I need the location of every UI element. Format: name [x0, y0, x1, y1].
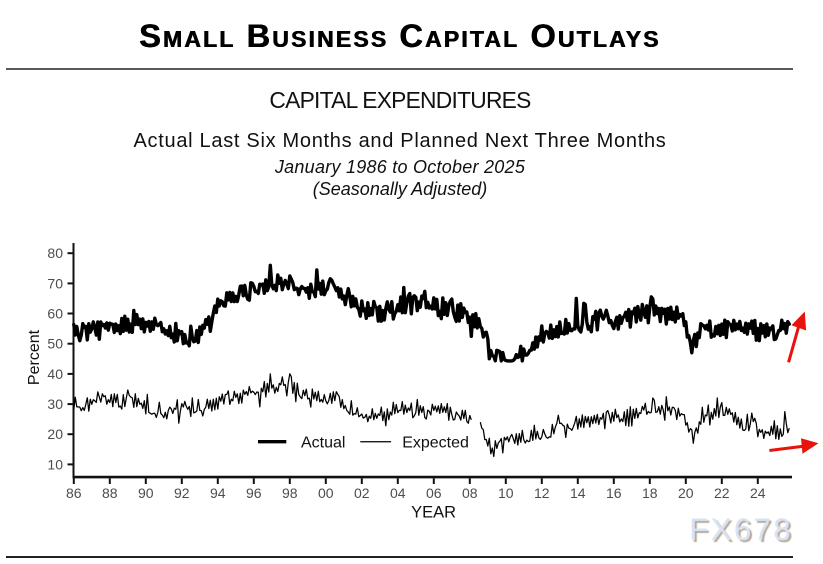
svg-text:12: 12 [534, 485, 550, 501]
svg-text:10: 10 [498, 485, 514, 501]
svg-text:98: 98 [282, 485, 298, 501]
svg-text:90: 90 [138, 485, 154, 501]
svg-text:70: 70 [47, 275, 63, 291]
svg-text:YEAR: YEAR [411, 504, 456, 522]
svg-text:94: 94 [210, 485, 226, 501]
svg-text:60: 60 [47, 305, 63, 321]
svg-text:50: 50 [47, 336, 63, 352]
svg-text:30: 30 [47, 396, 63, 412]
svg-text:86: 86 [66, 485, 82, 501]
svg-text:Percent: Percent [26, 329, 43, 385]
svg-text:92: 92 [174, 485, 190, 501]
svg-text:00: 00 [318, 485, 334, 501]
svg-text:16: 16 [606, 485, 622, 501]
svg-text:10: 10 [47, 456, 63, 472]
svg-text:Expected: Expected [402, 434, 469, 451]
svg-text:Actual: Actual [301, 434, 345, 451]
svg-text:88: 88 [102, 485, 118, 501]
svg-text:20: 20 [47, 426, 63, 442]
svg-text:06: 06 [426, 485, 442, 501]
svg-text:14: 14 [570, 485, 586, 501]
svg-text:02: 02 [354, 485, 370, 501]
svg-text:96: 96 [246, 485, 262, 501]
svg-text:18: 18 [642, 485, 658, 501]
svg-text:08: 08 [462, 485, 478, 501]
svg-text:80: 80 [47, 245, 63, 261]
svg-text:22: 22 [714, 485, 730, 501]
svg-text:20: 20 [678, 485, 694, 501]
svg-text:40: 40 [47, 366, 63, 382]
svg-text:04: 04 [390, 485, 406, 501]
svg-text:24: 24 [750, 485, 766, 501]
